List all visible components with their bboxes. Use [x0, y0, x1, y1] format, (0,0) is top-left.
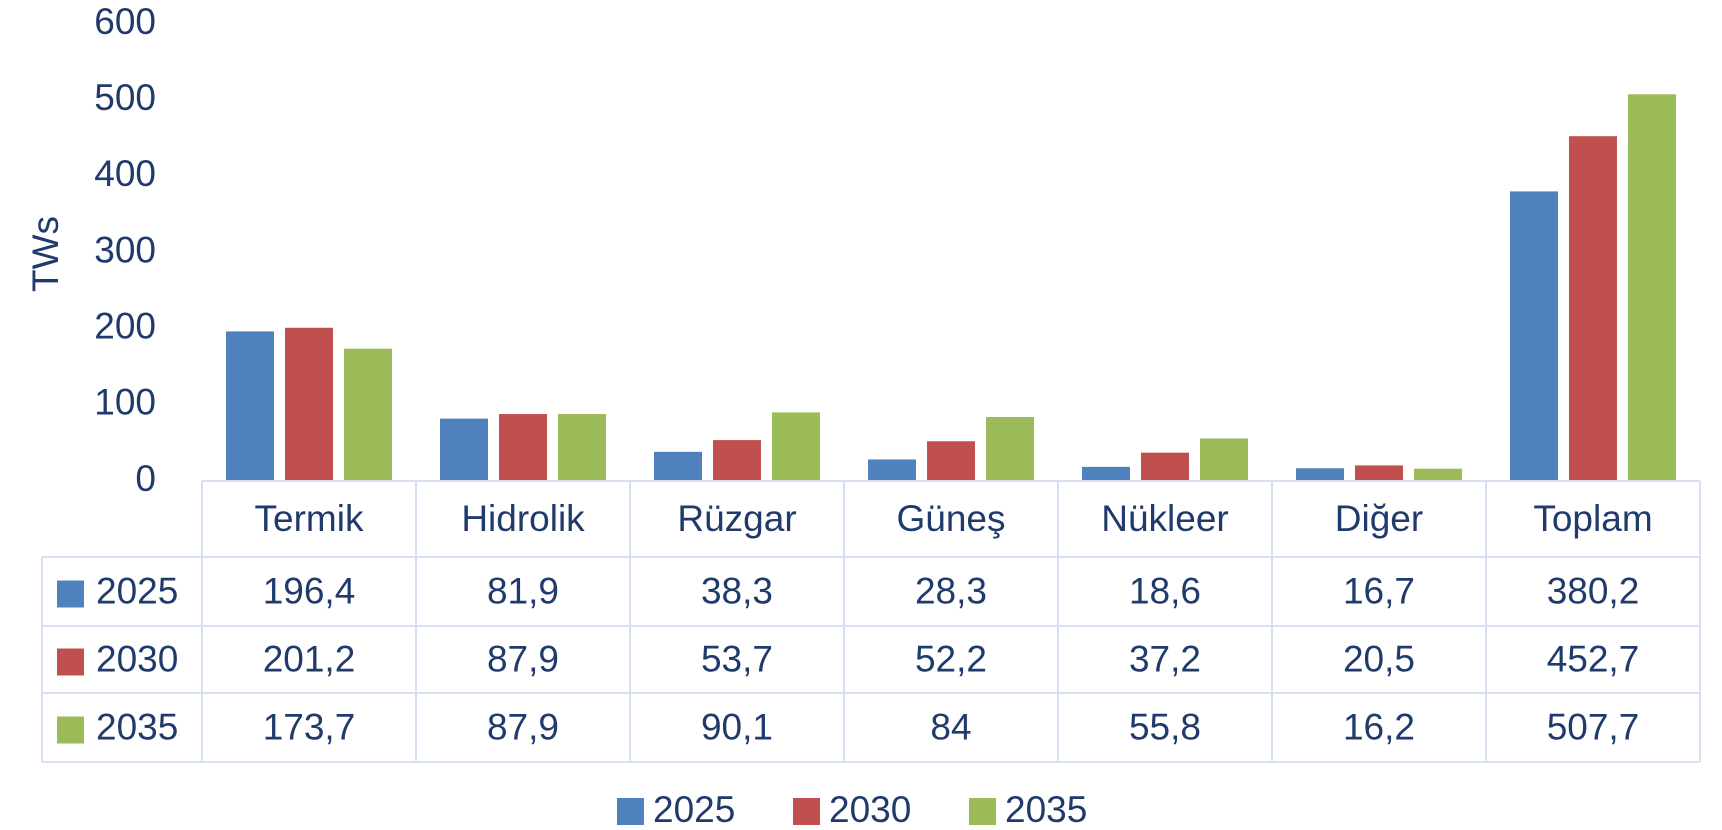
bar [226, 331, 274, 481]
bar [344, 348, 392, 481]
data-label: 87,9 [487, 638, 559, 679]
x-tick-label: Termik [255, 498, 364, 539]
bar [1200, 438, 1248, 481]
bar [499, 414, 547, 481]
bar [1355, 465, 1403, 481]
y-tick-label: 300 [94, 229, 156, 270]
legend-label: 2030 [829, 789, 911, 830]
legend-key [57, 648, 84, 676]
bar [1414, 468, 1462, 481]
data-label: 201,2 [263, 638, 356, 679]
data-label: 87,9 [487, 706, 559, 747]
bar [440, 418, 488, 481]
bar [868, 459, 916, 481]
legend-label: 2025 [653, 789, 735, 830]
bar [1296, 468, 1344, 481]
bar [1082, 466, 1130, 481]
table-row-label: 2035 [96, 706, 178, 747]
legend-swatch [617, 798, 644, 825]
legend-key [57, 580, 84, 608]
legend-label: 2035 [1005, 789, 1087, 830]
x-tick-label: Hidrolik [461, 498, 585, 539]
y-tick-label: 500 [94, 77, 156, 118]
bar [654, 451, 702, 481]
data-label: 53,7 [701, 638, 773, 679]
data-label: 38,3 [701, 570, 773, 611]
y-tick-label: 200 [94, 305, 156, 346]
table-row-label: 2025 [96, 570, 178, 611]
data-label: 16,7 [1343, 570, 1415, 611]
bar [1510, 191, 1558, 481]
data-label: 52,2 [915, 638, 987, 679]
x-tick-label: Güneş [896, 498, 1005, 539]
bar [1569, 136, 1617, 482]
data-label: 507,7 [1547, 706, 1640, 747]
table-row-label: 2030 [96, 638, 178, 679]
data-label: 196,4 [263, 570, 356, 611]
y-tick-label: 100 [94, 382, 156, 423]
x-tick-label: Diğer [1335, 498, 1423, 539]
data-label: 18,6 [1129, 570, 1201, 611]
bar [927, 441, 975, 481]
data-label: 173,7 [263, 706, 356, 747]
data-label: 28,3 [915, 570, 987, 611]
data-label: 16,2 [1343, 706, 1415, 747]
data-label: 90,1 [701, 706, 773, 747]
x-tick-label: Rüzgar [677, 498, 796, 539]
x-tick-label: Toplam [1533, 498, 1652, 539]
y-axis-label: TWs [25, 216, 66, 292]
legend-key [57, 716, 84, 744]
bar [1141, 452, 1189, 481]
bar [713, 440, 761, 481]
y-tick-label: 0 [135, 458, 156, 499]
y-tick-label: 600 [94, 1, 156, 42]
legend-swatch [969, 798, 996, 825]
y-tick-label: 400 [94, 153, 156, 194]
x-tick-label: Nükleer [1101, 498, 1229, 539]
data-label: 84 [930, 706, 971, 747]
bar [1628, 94, 1676, 482]
data-label: 55,8 [1129, 706, 1201, 747]
data-label: 20,5 [1343, 638, 1415, 679]
bar [986, 417, 1034, 481]
legend-swatch [793, 798, 820, 825]
bar [558, 414, 606, 481]
data-label: 452,7 [1547, 638, 1640, 679]
data-label: 37,2 [1129, 638, 1201, 679]
data-label: 81,9 [487, 570, 559, 611]
data-label: 380,2 [1547, 570, 1640, 611]
bar [772, 412, 820, 481]
bar [285, 327, 333, 481]
